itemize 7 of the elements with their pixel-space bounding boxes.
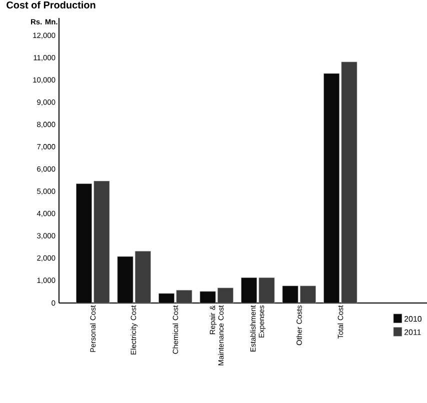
bar [217,288,234,303]
bar [94,180,110,303]
bar [134,250,151,303]
bar [258,277,275,303]
bar [300,286,316,303]
chart-title: Cost of Production [6,1,96,9]
bar [341,62,358,303]
